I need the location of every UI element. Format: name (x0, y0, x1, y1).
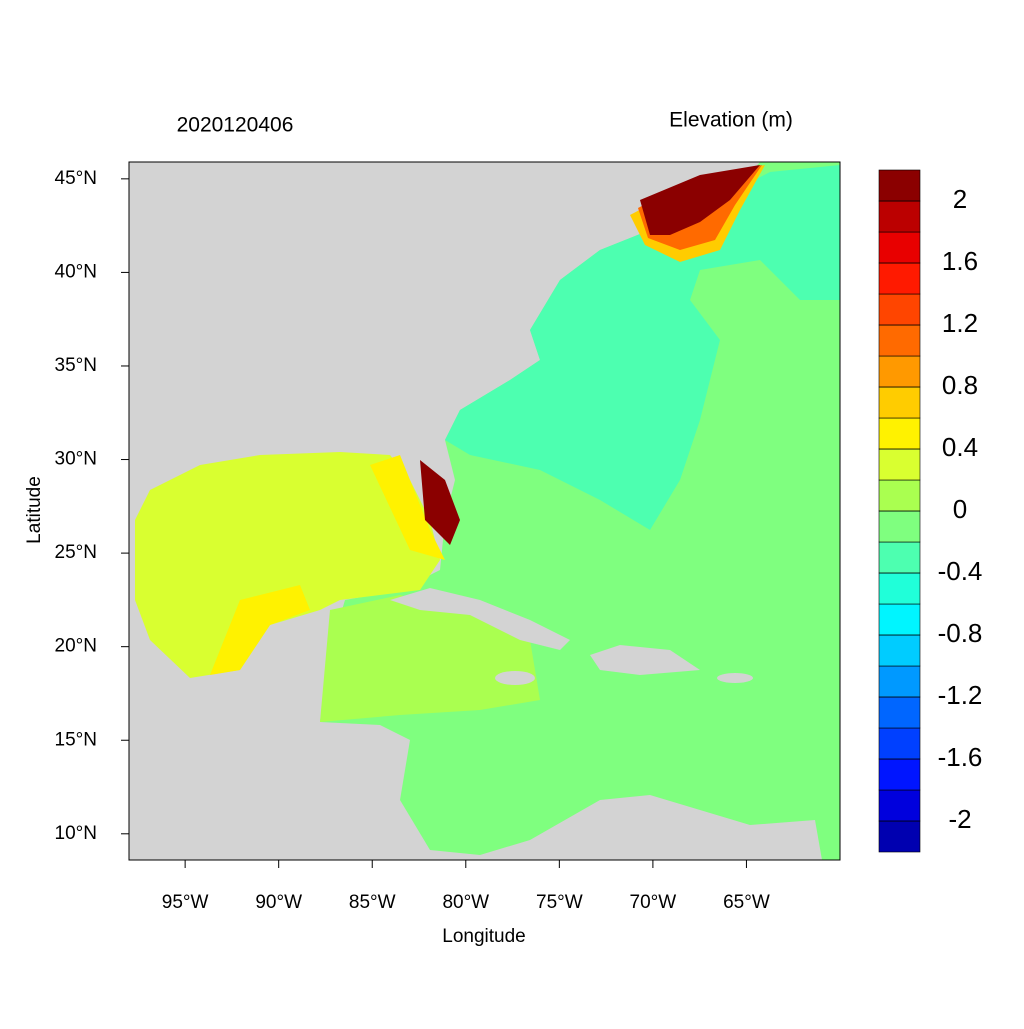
chart-title: 2020120406 (177, 114, 294, 137)
colorbar-box (878, 510, 921, 543)
plot-border (128, 161, 841, 861)
x-tick-label: 95°W (162, 892, 209, 913)
gulf (135, 452, 440, 678)
colorbar-box (878, 758, 921, 791)
x-axis-label: Longitude (442, 926, 525, 947)
gulf-high (210, 585, 310, 675)
x-tick-label: 65°W (723, 892, 770, 913)
colorbar-box (878, 231, 921, 264)
colorbar-box (878, 603, 921, 636)
y-tick-label: 45°N (55, 168, 97, 189)
x-tick-label: 70°W (630, 892, 677, 913)
y-tick-label: 20°N (55, 636, 97, 657)
cuba (390, 588, 570, 650)
colorbar-tick-label: -1.6 (938, 742, 983, 772)
y-tick-label: 25°N (55, 542, 97, 563)
y-tick-label: 40°N (55, 261, 97, 282)
colorbar-tick-label: 1.2 (942, 308, 978, 338)
colorbar-box (878, 479, 921, 512)
hispaniola (590, 645, 700, 675)
y-tick-label: 15°N (55, 729, 97, 750)
colorbar-tick-label: -0.4 (938, 556, 983, 586)
x-tick-label: 75°W (536, 892, 583, 913)
x-tick-label: 85°W (349, 892, 396, 913)
colorbar-box (878, 200, 921, 233)
jamaica (495, 671, 535, 685)
x-tick-label: 80°W (442, 892, 489, 913)
ocean-low (445, 165, 840, 530)
map-field (128, 161, 841, 861)
colorbar-box (878, 665, 921, 698)
colorbar-box (878, 355, 921, 388)
colorbar-box (878, 169, 921, 202)
colorbar-box (878, 820, 921, 853)
y-tick-label: 35°N (55, 355, 97, 376)
colorbar-box (878, 634, 921, 667)
colorbar-tick-label: -1.2 (938, 680, 983, 710)
surge (640, 165, 760, 235)
y-tick-label: 10°N (55, 823, 97, 844)
colorbar-box (878, 324, 921, 357)
x-tick-label: 90°W (255, 892, 302, 913)
colorbar-box (878, 541, 921, 574)
colorbar-box (878, 293, 921, 326)
y-axis-label: Latitude (24, 476, 45, 544)
colorbar-tick-label: 0 (953, 494, 967, 524)
colorbar-tick-label: 1.6 (942, 246, 978, 276)
caribbean (320, 595, 540, 722)
chart-subtitle: Elevation (m) (669, 109, 793, 132)
puerto-rico (717, 673, 753, 683)
colorbar-box (878, 572, 921, 605)
colorbar-tick-label: -2 (948, 804, 971, 834)
colorbar-box (878, 417, 921, 450)
y-tick-label: 30°N (55, 449, 97, 470)
colorbar-box (878, 696, 921, 729)
colorbar-box (878, 789, 921, 822)
colorbar-tick-label: 0.4 (942, 432, 978, 462)
colorbar-tick-label: 2 (953, 184, 967, 214)
colorbar-box (878, 448, 921, 481)
colorbar-box (878, 262, 921, 295)
colorbar-box (878, 727, 921, 760)
gulf-high (370, 455, 445, 560)
surge (420, 460, 460, 545)
colorbar-box (878, 386, 921, 419)
colorbar-tick-label: 0.8 (942, 370, 978, 400)
colorbar-tick-label: -0.8 (938, 618, 983, 648)
